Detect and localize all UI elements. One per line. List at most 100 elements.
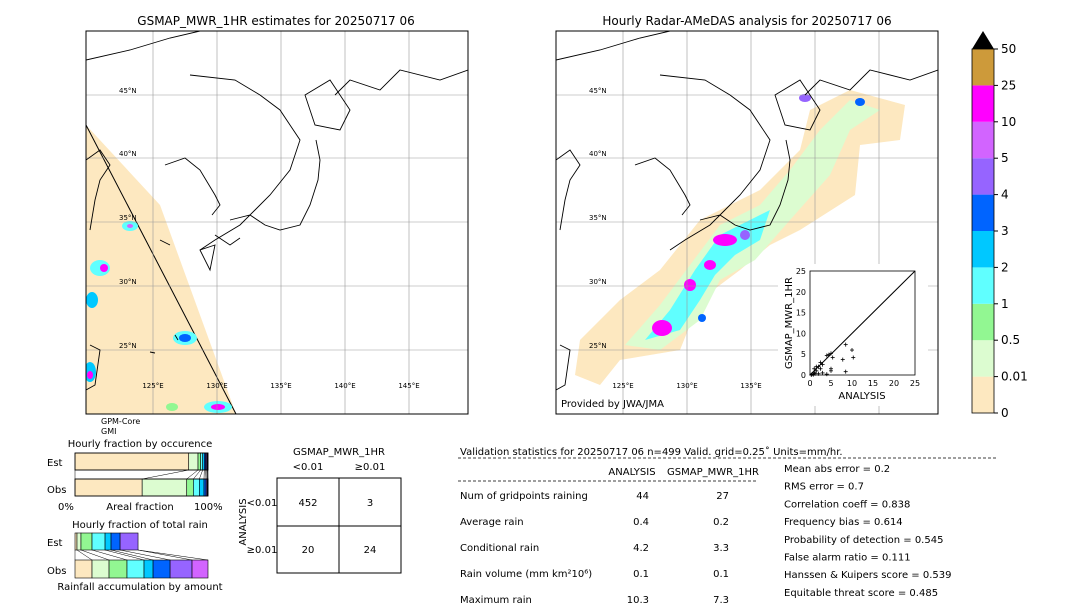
scatter-inset: 00 5 5 10 10 15 15 20 20 25 25 ANALYSIS GSMAP_MWR_…	[778, 264, 928, 406]
scatter-x-tick: 15	[868, 379, 878, 388]
colorbar-tick-label: 3	[1001, 224, 1009, 238]
scatter-point	[820, 370, 825, 375]
svg-text:45°N: 45°N	[589, 87, 607, 95]
left-map: GSMAP_MWR_1HR estimates for 20250717 06	[85, 14, 469, 436]
bar-outline	[74, 478, 209, 497]
col-gsmap: GSMAP_MWR_1HR	[667, 467, 759, 478]
left-lon-labels: 125°E 130°E 135°E 140°E 145°E	[142, 382, 419, 390]
stat-label: Conditional rain	[460, 543, 539, 554]
scatter-points	[809, 342, 856, 377]
bar-segment	[108, 559, 128, 579]
stat-analysis: 0.4	[633, 517, 649, 528]
tick-100pct: 100%	[194, 502, 223, 513]
connector-line	[142, 469, 189, 480]
svg-text:35°N: 35°N	[589, 214, 607, 222]
svg-text:145°E: 145°E	[398, 382, 419, 390]
bar-segment	[143, 559, 154, 579]
bar-segment	[191, 559, 209, 579]
colorbar-over-triangle	[972, 31, 994, 49]
occurrence-title: Hourly fraction by occurence	[68, 439, 212, 450]
total-rain-title: Hourly fraction of total rain	[72, 520, 208, 531]
connector-line	[91, 549, 128, 561]
total-rain-chart: Hourly fraction of total rain Est Obs Ra…	[47, 520, 223, 593]
occurrence-xlabel: Areal fraction	[106, 502, 173, 513]
score-line: Hanssen & Kuipers score = 0.539	[784, 570, 951, 581]
rain-patches	[86, 221, 232, 413]
scatter-point	[829, 351, 833, 356]
scatter-ylabel: GSMAP_MWR_1HR	[784, 277, 795, 369]
obs-label: Obs	[47, 485, 66, 496]
left-lat-labels: 45°N 40°N 35°N 30°N 25°N	[119, 87, 137, 350]
scatter-y-tick: 20	[796, 288, 806, 297]
colorbar: 0 0.01 0.5 1 2 3 4 5 10 25 50	[971, 31, 1028, 420]
col-analysis: ANALYSIS	[608, 467, 655, 478]
stat-gsmap: 3.3	[713, 543, 729, 554]
svg-text:45°N: 45°N	[119, 87, 137, 95]
svg-text:130°E: 130°E	[676, 382, 697, 390]
coastline	[86, 31, 468, 391]
colorbar-tick-label: 4	[1001, 188, 1009, 202]
svg-text:135°E: 135°E	[270, 382, 291, 390]
scatter-x-tick: 20	[889, 379, 899, 388]
scatter-point	[816, 371, 821, 376]
connector-line	[193, 469, 201, 480]
score-line: Equitable threat score = 0.485	[784, 588, 938, 599]
bar-segment	[91, 559, 110, 579]
bar-segment	[169, 559, 193, 579]
colorbar-segment	[972, 49, 994, 86]
colorbar-tick-label: 50	[1001, 42, 1016, 56]
connector-line	[76, 549, 93, 561]
row-header: <0.01	[247, 498, 278, 509]
bar-segment	[188, 452, 199, 471]
svg-text:25°N: 25°N	[119, 342, 137, 350]
svg-text:30°N: 30°N	[589, 278, 607, 286]
connector-line	[104, 549, 145, 561]
bar-segment	[126, 559, 145, 579]
svg-text:35°N: 35°N	[119, 214, 137, 222]
colorbar-tick-label: 0	[1001, 406, 1009, 420]
score-line: Frequency bias = 0.614	[784, 517, 903, 528]
validation-header: Validation statistics for 20250717 06 n=…	[460, 446, 843, 458]
scatter-y-tick: 15	[796, 309, 806, 318]
scatter-point	[826, 352, 831, 357]
total-rain-xlabel: Rainfall accumulation by amount	[57, 582, 222, 593]
bar-segment	[193, 478, 200, 497]
scatter-point	[824, 372, 829, 377]
score-line: Mean abs error = 0.2	[784, 464, 890, 475]
scatter-point	[818, 360, 823, 365]
stat-gsmap: 0.2	[713, 517, 729, 528]
stat-label: Maximum rain	[460, 595, 532, 606]
scatter-y-tick: 0	[801, 371, 806, 380]
svg-text:30°N: 30°N	[119, 278, 137, 286]
cell: 452	[298, 498, 317, 509]
bar-segment	[76, 532, 82, 551]
cell: 20	[302, 545, 315, 556]
scatter-point	[820, 362, 825, 367]
connector-line	[80, 549, 110, 561]
scatter-point	[843, 342, 848, 347]
colorbar-tick-label: 10	[1001, 115, 1016, 129]
obs-label: Obs	[47, 566, 66, 577]
est-label: Est	[47, 458, 63, 469]
rain-field	[575, 90, 905, 385]
validation-stats: Validation statistics for 20250717 06 n=…	[458, 446, 996, 606]
bar-outline	[74, 452, 209, 471]
bar-segment	[80, 532, 93, 551]
svg-text:40°N: 40°N	[589, 150, 607, 158]
credit-text: Provided by JWA/JMA	[561, 399, 664, 410]
stat-gsmap: 27	[716, 491, 729, 502]
svg-text:40°N: 40°N	[119, 150, 137, 158]
stat-analysis: 44	[636, 491, 649, 502]
est-label: Est	[47, 538, 63, 549]
bar-segment	[186, 478, 194, 497]
sensor-label: GMI	[101, 427, 116, 436]
connector-line	[199, 469, 203, 480]
colorbar-segment	[972, 158, 994, 195]
scatter-y-tick: 5	[801, 350, 806, 359]
occurrence-chart: Hourly fraction by occurence Est Obs 0% …	[47, 439, 223, 513]
col-header: <0.01	[293, 462, 324, 473]
bar-segment	[74, 559, 93, 579]
colorbar-segment	[972, 376, 994, 413]
colorbar-segment	[972, 121, 994, 159]
